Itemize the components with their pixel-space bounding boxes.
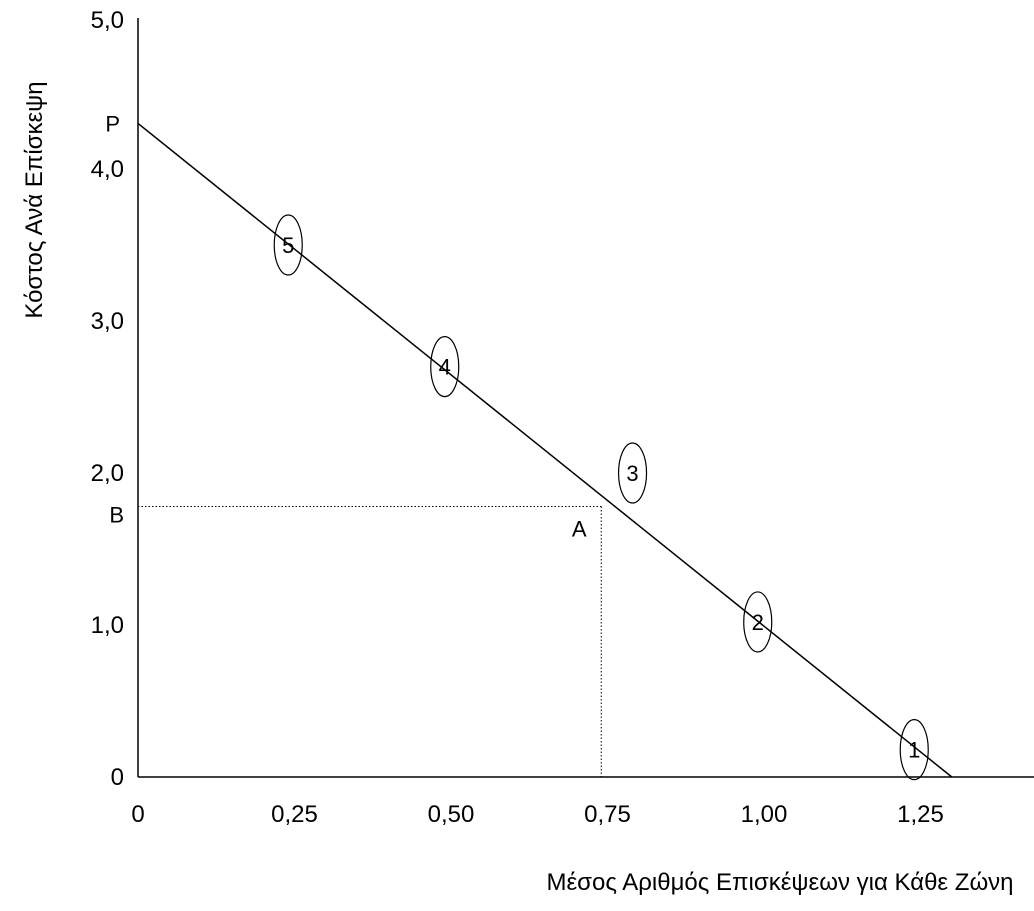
- zone-ellipse: [430, 336, 460, 398]
- zone-ellipse: [899, 719, 929, 781]
- plot-area: 0 0,25 0,50 0,75 1,00 1,25 0 1,0 2,0 3,0 4,0 5,0 P B A…: [91, 7, 1034, 828]
- zone-ellipse: [617, 442, 648, 504]
- y-tick-label: 2,0: [91, 460, 124, 487]
- zone-ellipse: [273, 214, 303, 276]
- label-B: B: [109, 502, 124, 527]
- label-A: A: [572, 516, 587, 541]
- zone-marker-4: 4: [430, 336, 460, 398]
- label-P: P: [105, 111, 120, 136]
- demand-line: [137, 122, 953, 778]
- x-tick-label: 0,75: [584, 801, 631, 828]
- zone-marker-5: 5: [273, 214, 303, 276]
- zone-marker-3: 3: [617, 442, 648, 504]
- y-tick-label: 4,0: [91, 156, 124, 183]
- y-tick-label: 1,0: [91, 612, 124, 639]
- x-axis-title: Μέσος Αριθμός Επισκέψεων για Κάθε Ζώνη: [546, 869, 1013, 896]
- zone-label: 2: [752, 610, 764, 635]
- zone-label: 1: [908, 738, 920, 763]
- y-tick-label: 0: [111, 764, 124, 791]
- x-tick-label: 0,25: [271, 801, 318, 828]
- zone-marker-2: 2: [743, 591, 773, 653]
- zone-label: 5: [282, 233, 294, 258]
- x-tick-label: 1,00: [741, 801, 788, 828]
- x-tick-label: 1,25: [897, 801, 944, 828]
- zone-ellipse: [743, 591, 773, 653]
- y-axis-title: Κόστος Ανά Επίσκεψη: [21, 81, 48, 318]
- y-tick-label: 3,0: [91, 308, 124, 335]
- y-axis-title-group: Κόστος Ανά Επίσκεψη: [21, 81, 48, 318]
- y-tick-label: 5,0: [91, 7, 124, 34]
- x-tick-label: 0: [131, 801, 144, 828]
- x-tick-label: 0,50: [428, 801, 475, 828]
- zone-marker-1: 1: [899, 719, 929, 781]
- zone-label: 3: [626, 461, 638, 486]
- zone-label: 4: [439, 355, 451, 380]
